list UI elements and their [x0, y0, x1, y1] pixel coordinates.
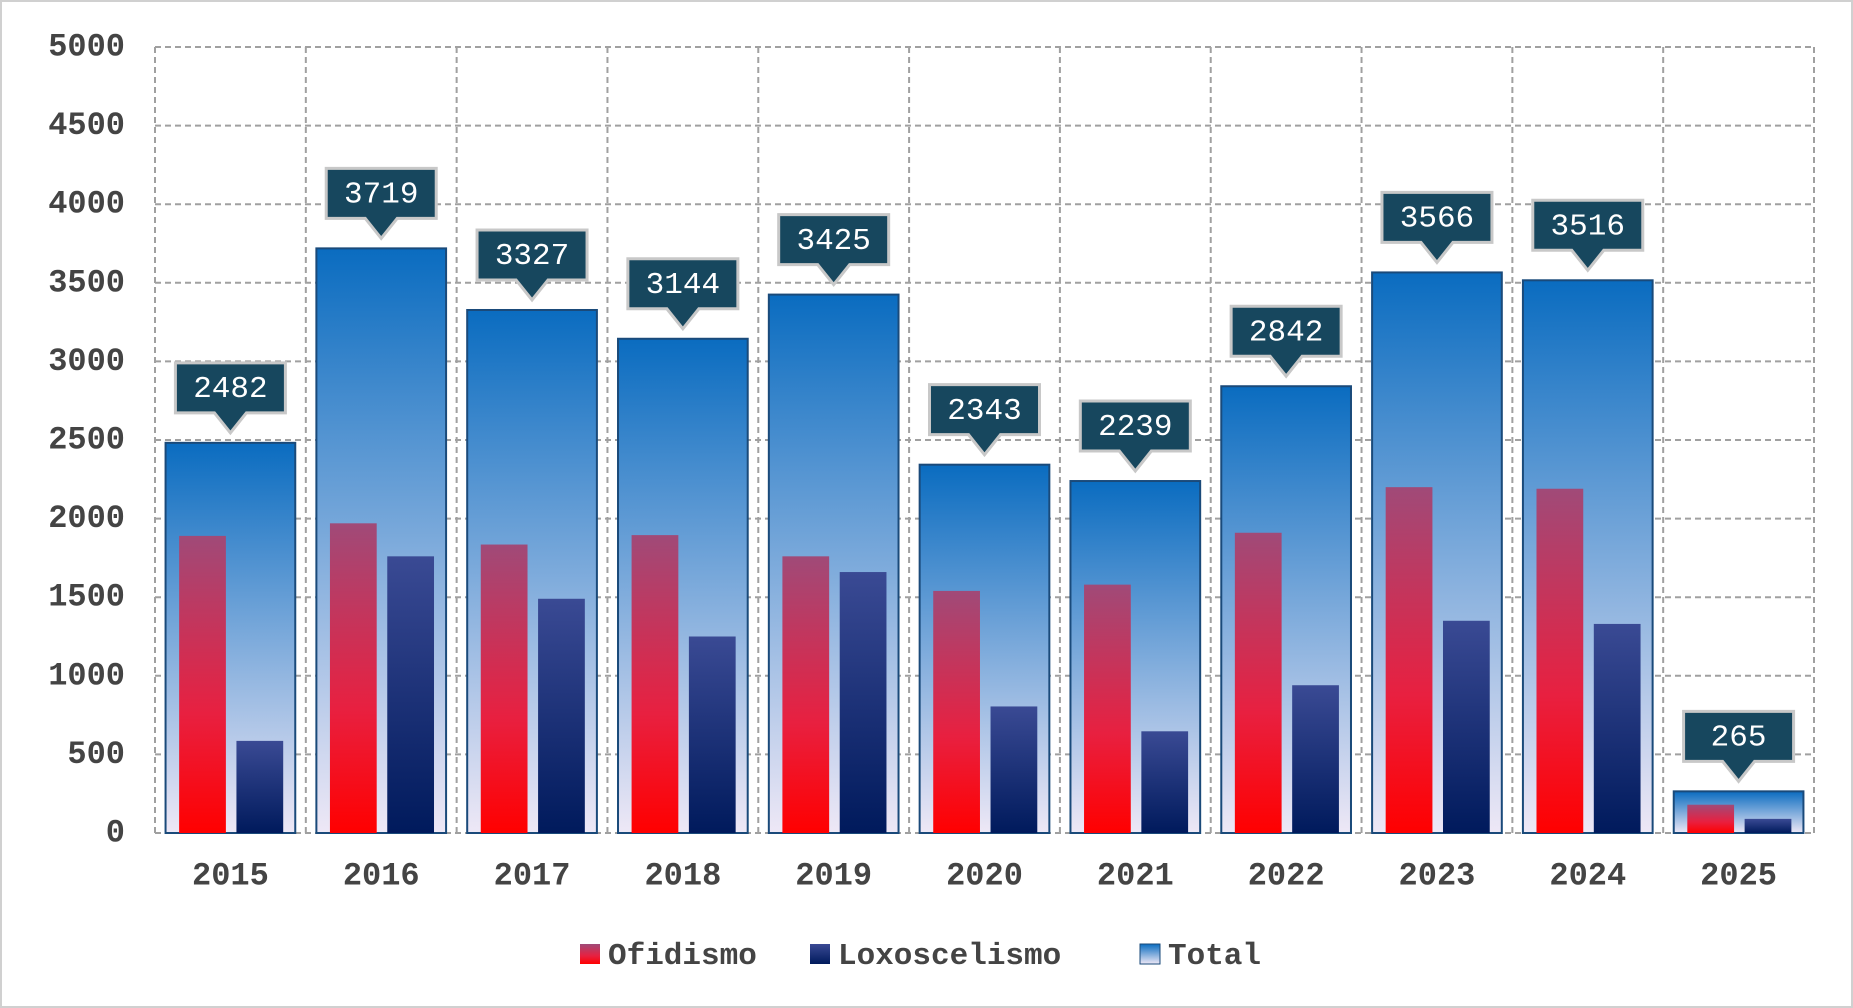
ofidismo-bar	[1536, 488, 1584, 833]
ofidismo-bar	[329, 523, 377, 833]
legend-label: Ofidismo	[608, 939, 757, 974]
ofidismo-bar	[631, 535, 679, 833]
value-callout: 3566	[1380, 190, 1494, 265]
loxoscelismo-bar	[1292, 685, 1339, 833]
loxoscelismo-bar	[1442, 620, 1490, 833]
x-tick-label: 2020	[946, 857, 1023, 894]
ofidismo-bar	[1234, 532, 1282, 833]
value-label: 3327	[495, 239, 569, 274]
ofidismo-bar	[782, 556, 830, 833]
loxoscelismo-bar	[990, 706, 1038, 833]
y-tick-label: 0	[106, 814, 125, 851]
callout-shape	[173, 361, 287, 436]
y-tick-label: 2500	[48, 421, 125, 458]
y-tick-label: 5000	[48, 28, 125, 65]
x-tick-label: 2015	[192, 857, 269, 894]
value-callout: 2239	[1078, 399, 1192, 474]
y-tick-label: 3500	[48, 264, 125, 301]
legend-swatch	[580, 944, 600, 964]
value-callout: 3144	[626, 257, 740, 332]
ofidismo-bar	[480, 544, 528, 833]
loxoscelismo-bar	[1744, 818, 1792, 833]
legend-label: Loxoscelismo	[838, 939, 1061, 974]
callout-shape	[1380, 190, 1494, 265]
value-callout: 2482	[173, 361, 287, 436]
value-label: 3516	[1551, 209, 1625, 244]
ofidismo-bar	[179, 535, 226, 833]
loxoscelismo-bar	[387, 556, 435, 833]
value-label: 2842	[1249, 315, 1323, 350]
y-tick-label: 2000	[48, 500, 125, 537]
value-callout: 265	[1682, 709, 1796, 784]
legend-swatch	[810, 944, 830, 964]
value-callout: 3719	[324, 166, 438, 241]
value-callout: 3516	[1531, 198, 1645, 273]
callout-shape	[475, 228, 589, 303]
loxoscelismo-bar	[538, 598, 585, 833]
callout-shape	[1531, 198, 1645, 273]
loxoscelismo-bar	[839, 572, 887, 833]
x-tick-label: 2025	[1700, 857, 1777, 894]
legend-label: Total	[1168, 939, 1261, 974]
ofidismo-bar	[1385, 487, 1433, 833]
loxoscelismo-bar	[688, 636, 736, 833]
loxoscelismo-bar	[236, 740, 284, 833]
ofidismo-bar	[933, 590, 980, 833]
callout-shape	[626, 257, 740, 332]
callout-shape	[1078, 399, 1192, 474]
y-tick-label: 4000	[48, 186, 125, 223]
ofidismo-bar	[1084, 584, 1131, 833]
y-tick-label: 500	[67, 736, 125, 773]
y-tick-label: 4500	[48, 107, 125, 144]
value-label: 3566	[1400, 202, 1474, 237]
x-tick-label: 2019	[795, 857, 872, 894]
x-tick-label: 2022	[1248, 857, 1325, 894]
value-callout: 3327	[475, 228, 589, 303]
value-callout: 2842	[1229, 304, 1343, 379]
x-tick-label: 2016	[343, 857, 420, 894]
callout-shape	[1682, 709, 1796, 784]
x-tick-label: 2017	[494, 857, 571, 894]
legend-swatch	[1139, 943, 1161, 965]
y-tick-label: 3000	[48, 343, 125, 380]
callout-shape	[777, 213, 891, 287]
x-tick-label: 2018	[644, 857, 721, 894]
x-tick-label: 2021	[1097, 857, 1174, 894]
y-tick-label: 1500	[48, 579, 125, 616]
loxoscelismo-bar	[1593, 623, 1641, 833]
value-label: 3719	[344, 178, 418, 213]
value-label: 265	[1711, 721, 1767, 756]
value-label: 3144	[646, 268, 720, 303]
x-tick-label: 2024	[1549, 857, 1626, 894]
y-tick-label: 1000	[48, 657, 125, 694]
value-label: 2343	[947, 394, 1021, 429]
value-label: 2482	[193, 372, 267, 407]
value-callout: 3425	[777, 213, 891, 287]
value-label: 2239	[1098, 410, 1172, 445]
x-tick-label: 2023	[1399, 857, 1476, 894]
callout-shape	[1229, 304, 1343, 379]
value-label: 3425	[796, 224, 870, 259]
callout-shape	[928, 383, 1041, 458]
value-callout: 2343	[928, 383, 1041, 458]
loxoscelismo-bar	[1141, 731, 1189, 833]
callout-shape	[324, 166, 438, 241]
ofidismo-bar	[1687, 804, 1735, 833]
